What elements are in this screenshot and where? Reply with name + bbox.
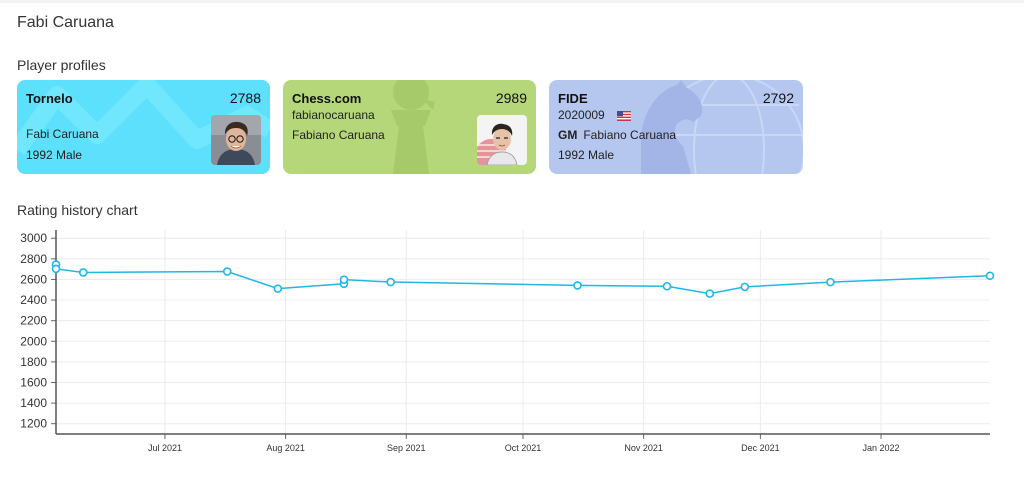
fide-profile-card[interactable]: FIDE 2792 2020009 GM Fabiano Caruana 1992… (549, 80, 803, 174)
rating-series (51, 260, 995, 298)
page-title: Fabi Caruana (17, 14, 114, 31)
rating-point[interactable] (51, 264, 61, 274)
chesscom-label: Chess.com (292, 91, 362, 106)
x-tick-label: Dec 2021 (741, 443, 780, 453)
y-tick-label: 2000 (20, 334, 47, 348)
fide-id: 2020009 (558, 108, 605, 122)
y-tick-label: 1200 (20, 417, 47, 431)
profiles-section-title: Player profiles (17, 57, 106, 73)
fide-label: FIDE (558, 91, 588, 106)
rating-point[interactable] (339, 275, 349, 284)
chart-grid (56, 230, 990, 434)
chesscom-username: fabianocaruana (292, 108, 375, 122)
x-tick-label: Jul 2021 (148, 443, 182, 453)
rating-point[interactable] (573, 281, 582, 290)
tornelo-player-photo (211, 115, 261, 165)
rating-point[interactable] (662, 281, 672, 291)
rating-history-chart: 1200 1400 1600 1800 2000 2200 2400 2600 2800 3000… (20, 230, 995, 453)
x-tick-label: Jan 2022 (863, 443, 900, 453)
tornelo-details: 1992 Male (26, 148, 83, 162)
y-tick-label: 2600 (20, 272, 47, 286)
x-axis: Jul 2021 Aug 2021 Sep 2021 Oct 2021 Nov 2021… (56, 433, 990, 453)
y-tick-label: 1400 (20, 396, 47, 410)
rating-point[interactable] (222, 267, 232, 276)
chesscom-full-name: Fabiano Caruana (292, 128, 385, 142)
fide-details: 1992 Male (558, 148, 615, 162)
chesscom-profile-card[interactable]: Chess.com 2989 fabianocaruana Fabiano Ca… (283, 80, 536, 174)
fide-rating: 2792 (762, 90, 794, 106)
y-tick-label: 1800 (20, 355, 47, 369)
y-tick-label: 2400 (20, 293, 47, 307)
y-tick-label: 1600 (20, 375, 47, 389)
fide-globe-knight-background-graphic (641, 80, 803, 174)
chess-pawn-background-graphic (391, 80, 435, 174)
rating-point[interactable] (826, 277, 835, 287)
tornelo-label: Tornelo (26, 91, 73, 106)
rating-point[interactable] (705, 289, 715, 298)
x-tick-label: Oct 2021 (505, 443, 542, 453)
fide-id-row: 2020009 (558, 108, 632, 122)
rating-point[interactable] (985, 271, 995, 281)
rating-point[interactable] (273, 284, 283, 293)
chart-section-title: Rating history chart (17, 202, 138, 218)
rating-line (55, 264, 991, 295)
fide-name-row: GM Fabiano Caruana (558, 128, 676, 142)
fide-full-name: Fabiano Caruana (583, 128, 677, 142)
tornelo-profile-card[interactable]: Tornelo 2788 Fabi Caruana 1992 Male (17, 80, 270, 174)
y-axis: 1200 1400 1600 1800 2000 2200 2400 2600 2800 3000 (20, 230, 57, 434)
top-divider (0, 0, 1024, 3)
y-tick-label: 3000 (20, 231, 47, 245)
y-tick-label: 2200 (20, 314, 47, 328)
y-tick-label: 2800 (20, 252, 47, 266)
chesscom-player-photo (477, 115, 527, 165)
tornelo-full-name: Fabi Caruana (26, 127, 99, 141)
tornelo-rating: 2788 (229, 90, 261, 106)
fide-title: GM (558, 128, 578, 142)
x-tick-label: Sep 2021 (387, 443, 426, 453)
x-tick-label: Nov 2021 (624, 443, 663, 453)
us-flag-icon (617, 110, 632, 121)
x-tick-label: Aug 2021 (266, 443, 305, 453)
rating-point[interactable] (78, 268, 88, 277)
chesscom-rating: 2989 (495, 90, 527, 106)
rating-point[interactable] (386, 277, 395, 287)
rating-point[interactable] (740, 282, 750, 292)
